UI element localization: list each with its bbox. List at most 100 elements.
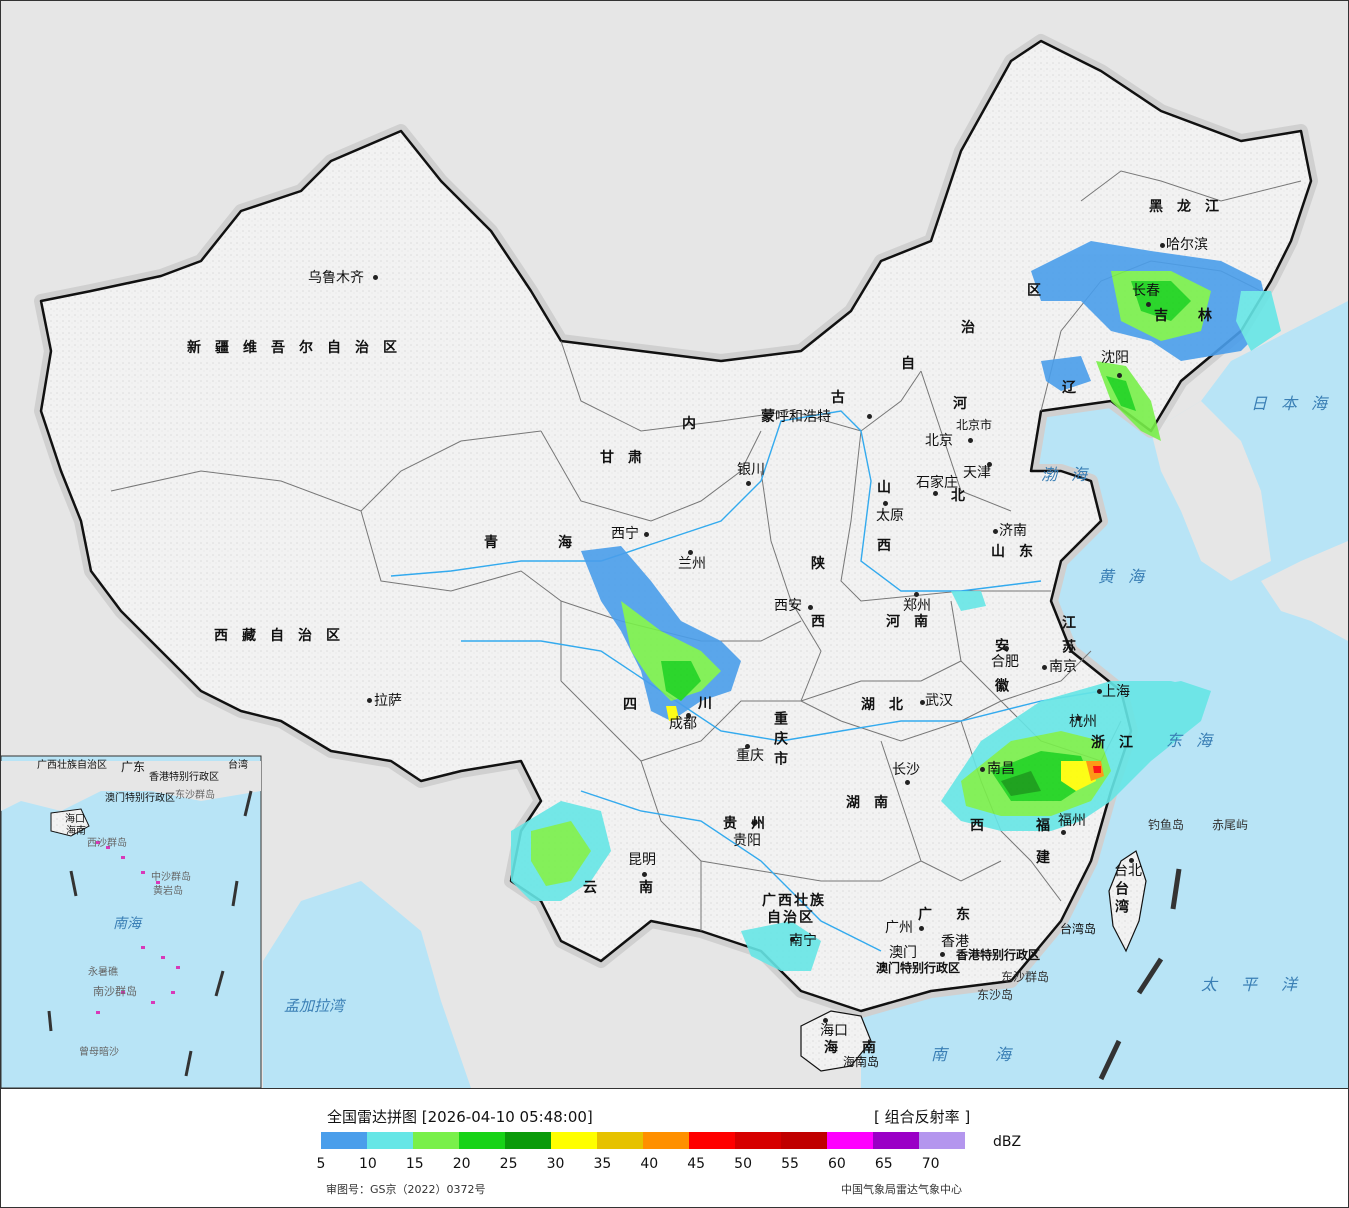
province-label-nmg-5: 治: [961, 320, 989, 336]
city-dot-urumqi: [373, 275, 378, 280]
province-label-xinjiang: 新疆维吾尔自治区: [187, 340, 411, 356]
province-label-hainan-island: 海南岛: [843, 1055, 880, 1069]
city-dot-beijing: [968, 438, 973, 443]
inset-label-nanhai: 南海: [113, 916, 141, 932]
province-label-guangdong: 广东: [918, 907, 994, 923]
legend-swatch-65: [873, 1132, 919, 1149]
city-label-yinchuan: 银川: [737, 462, 765, 478]
legend-swatch-35: [597, 1132, 643, 1149]
city-label-changsha: 长沙: [892, 762, 920, 778]
city-dot-yinchuan: [746, 481, 751, 486]
sea-label-taipingyang: 太平洋: [1201, 975, 1322, 994]
legend-swatch-45: [689, 1132, 735, 1149]
legend-swatch-20: [459, 1132, 505, 1149]
city-dot-xian: [808, 605, 813, 610]
sea-label-ribenhai: 日本海: [1251, 394, 1342, 413]
city-label-guiyang: 贵阳: [733, 833, 761, 849]
province-label-hubei: 湖北: [861, 697, 917, 713]
city-dot-lanzhou: [688, 550, 693, 555]
island-label-chiwei: 赤尾屿: [1212, 818, 1249, 832]
legend-tick-label: 55: [781, 1156, 799, 1172]
province-label-sichuan-chuan: 川: [698, 696, 726, 712]
city-dot-xining: [644, 532, 649, 537]
city-label-taibei: 台北: [1114, 863, 1142, 879]
inset-label-dongsha: 东沙群岛: [175, 790, 215, 801]
inset-label-huangyan: 黄岩岛: [153, 886, 183, 897]
city-dot-chengdu: [686, 713, 691, 718]
sea-bengal: [263, 881, 471, 1088]
province-label-sichuan-si: 四: [623, 697, 651, 713]
province-label-hk-sar: 香港特别行政区: [956, 948, 1041, 962]
legend-approval: 审图号：GS京（2022）0372号: [326, 1183, 486, 1196]
legend-unit: dBZ: [993, 1134, 1022, 1150]
city-label-urumqi: 乌鲁木齐: [308, 270, 364, 286]
city-dot-taiyuan: [883, 501, 888, 506]
inset-label-zhongsha: 中沙群岛: [151, 872, 191, 883]
province-label-shaanxi-xi: 西: [811, 614, 839, 630]
legend-title: 全国雷达拼图 [2026-04-10 05:48:00]: [327, 1108, 593, 1126]
city-label-fuzhou: 福州: [1058, 813, 1086, 829]
province-label-guizhou: 贵州: [723, 816, 779, 832]
city-label-hangzhou: 杭州: [1069, 714, 1097, 730]
province-label-jiangxi: 西: [970, 818, 998, 834]
city-label-nanjing: 南京: [1049, 659, 1077, 675]
city-dot-kunming: [642, 872, 647, 877]
city-label-kunming: 昆明: [628, 852, 656, 868]
inset-label-hk: 香港特别行政区: [149, 772, 219, 783]
sea-label-nanhai: 南海: [931, 1045, 1060, 1064]
island-label-dongsha-dao: 东沙岛: [977, 988, 1014, 1002]
city-dot-hongkong: [940, 952, 945, 957]
province-label-nmg-4: 自: [901, 356, 929, 372]
legend-tick-label: 25: [499, 1156, 518, 1172]
city-label-macau: 澳门: [889, 945, 917, 961]
province-label-xizang: 西藏自治区: [214, 628, 354, 644]
province-label-fujian-fu: 福: [1036, 818, 1064, 834]
legend-swatch-40: [643, 1132, 689, 1149]
legend-colorbar: [321, 1132, 965, 1149]
city-dot-wuhan: [920, 700, 925, 705]
city-dot-tianjin: [987, 462, 992, 467]
city-label-guangzhou: 广州: [885, 920, 913, 936]
inset-label-yongshu: 永暑礁: [88, 967, 118, 978]
city-label-haikou: 海口: [820, 1023, 848, 1039]
inset-label-zengmu: 曾母暗沙: [79, 1047, 119, 1058]
city-dot-nanchang: [980, 767, 985, 772]
legend-swatch-60: [827, 1132, 873, 1149]
province-label-chongqing-city: 重庆市: [772, 711, 788, 771]
city-dot-hefei: [1004, 646, 1009, 651]
korea-land: [1151, 401, 1271, 581]
city-dot-fuzhou: [1061, 830, 1066, 835]
city-dot-nanjing: [1042, 665, 1047, 670]
legend-swatch-25: [505, 1132, 551, 1149]
city-dot-changchun: [1146, 302, 1151, 307]
inset-label-xisha: 西沙群岛: [87, 838, 127, 849]
city-dot-hohhot: [867, 414, 872, 419]
province-label-yunnan: 云南: [583, 880, 695, 896]
city-label-xining: 西宁: [611, 526, 639, 542]
city-label-tianjin: 天津: [963, 465, 991, 481]
province-label-liaoning: 辽: [1062, 380, 1090, 396]
legend-swatch-15: [413, 1132, 459, 1149]
legend-source: 中国气象局雷达气象中心: [841, 1183, 962, 1196]
legend-tick-label: 50: [734, 1156, 752, 1172]
inset-label-hainan: 海南: [66, 826, 86, 837]
city-dot-shenyang: [1117, 373, 1122, 378]
city-dot-shijiazhuang: [933, 491, 938, 496]
province-label-taiwan-island: 台湾岛: [1060, 922, 1097, 936]
city-label-changchun: 长春: [1132, 283, 1160, 299]
legend-swatch-70: [919, 1132, 965, 1149]
legend-tick-label: 40: [640, 1156, 659, 1172]
city-dot-taibei: [1129, 858, 1134, 863]
city-label-shenyang: 沈阳: [1101, 350, 1129, 366]
sea-label-huanghai: 黄海: [1098, 567, 1159, 586]
inset-label-macau: 澳门特别行政区: [105, 793, 175, 804]
city-dot-changsha: [905, 780, 910, 785]
province-label-shanxi-xi: 西: [877, 538, 905, 554]
province-label-nmg-2: 蒙: [761, 409, 789, 425]
province-label-shandong: 山东: [991, 544, 1047, 560]
city-label-nanchang: 南昌: [987, 761, 1015, 777]
province-label-guangxi: 广西壮族: [762, 893, 826, 909]
province-label-hebei-bei: 北: [951, 488, 979, 504]
legend-tick-label: 20: [452, 1156, 471, 1172]
legend-tick-label: 10: [358, 1156, 377, 1172]
